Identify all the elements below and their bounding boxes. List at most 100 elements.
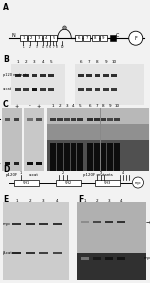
Text: 2: 2 <box>30 36 33 40</box>
Text: 10: 10 <box>114 104 120 108</box>
Bar <box>77 118 83 121</box>
Text: VH1: VH1 <box>23 181 30 185</box>
Bar <box>36 162 42 165</box>
Text: 8: 8 <box>55 45 57 49</box>
Bar <box>57 118 63 121</box>
Text: 8: 8 <box>96 60 99 64</box>
Bar <box>5 162 10 165</box>
Bar <box>27 118 33 121</box>
Bar <box>93 257 101 260</box>
Bar <box>94 179 120 186</box>
Text: 1: 1 <box>23 36 25 40</box>
Bar <box>94 143 100 171</box>
Bar <box>12 223 21 225</box>
Bar <box>107 118 113 121</box>
Bar <box>39 223 48 225</box>
Bar <box>24 108 44 171</box>
Bar <box>48 74 54 77</box>
Bar <box>23 74 29 77</box>
Circle shape <box>129 31 143 45</box>
Bar <box>32 88 37 91</box>
Bar <box>50 35 57 41</box>
Text: 4: 4 <box>42 60 44 64</box>
Text: +: + <box>14 104 19 109</box>
Bar <box>81 220 89 223</box>
Bar <box>23 88 29 91</box>
Bar <box>36 118 42 121</box>
Bar <box>12 252 21 254</box>
Text: 2: 2 <box>62 171 64 175</box>
Bar <box>47 108 148 171</box>
Bar <box>94 118 100 121</box>
Text: F: F <box>78 195 83 204</box>
Text: 3: 3 <box>99 171 102 175</box>
Bar <box>14 162 19 165</box>
Bar <box>117 257 125 260</box>
Text: 3: 3 <box>38 36 40 40</box>
Text: p120F mutants: p120F mutants <box>83 173 113 177</box>
Bar <box>15 88 21 91</box>
Text: 8: 8 <box>94 36 96 40</box>
Bar <box>56 179 81 186</box>
Text: 4: 4 <box>42 45 44 49</box>
Bar <box>86 88 92 91</box>
Bar <box>14 118 19 121</box>
Bar <box>81 257 89 260</box>
Bar <box>75 35 82 41</box>
Text: 4: 4 <box>45 36 48 40</box>
Text: 3: 3 <box>36 45 38 49</box>
Text: →: → <box>146 219 150 224</box>
Text: 7: 7 <box>95 104 98 108</box>
Bar <box>32 74 37 77</box>
Bar <box>40 74 46 77</box>
Circle shape <box>132 177 144 188</box>
Bar <box>75 64 144 105</box>
Text: 8: 8 <box>102 104 105 108</box>
Text: 9: 9 <box>104 60 107 64</box>
Text: 7: 7 <box>88 60 91 64</box>
Bar <box>71 143 76 171</box>
Text: 4: 4 <box>72 104 75 108</box>
Bar <box>87 118 93 121</box>
Text: 1: 1 <box>52 104 54 108</box>
Text: D: D <box>3 165 9 174</box>
Text: VH2: VH2 <box>65 181 72 185</box>
Text: 9: 9 <box>102 36 105 40</box>
Text: 10: 10 <box>111 60 117 64</box>
Text: 2: 2 <box>29 199 31 203</box>
Bar <box>76 253 146 280</box>
Text: 1: 1 <box>17 60 19 64</box>
Text: 2: 2 <box>59 104 61 108</box>
Bar <box>35 35 42 41</box>
Bar <box>111 88 117 91</box>
Circle shape <box>63 26 66 29</box>
Text: B: B <box>3 55 9 64</box>
Bar <box>2 108 22 171</box>
Text: 4: 4 <box>56 199 58 203</box>
Bar <box>93 220 101 223</box>
Text: p120 mutants: p120 mutants <box>3 73 28 77</box>
Bar <box>71 118 76 121</box>
Text: 2: 2 <box>95 199 98 203</box>
Bar <box>27 162 33 165</box>
Bar <box>101 143 106 171</box>
Bar <box>77 143 83 171</box>
Bar <box>100 35 107 41</box>
Text: 3: 3 <box>33 60 36 64</box>
Bar <box>14 179 39 186</box>
Bar <box>39 252 48 254</box>
Text: C: C <box>3 100 9 109</box>
Text: 7: 7 <box>52 45 54 49</box>
Text: 1: 1 <box>15 199 18 203</box>
Bar <box>86 74 92 77</box>
Bar <box>57 143 63 171</box>
Text: 4: 4 <box>120 199 122 203</box>
Bar <box>78 88 84 91</box>
Text: 5: 5 <box>46 45 47 49</box>
Text: β-cat: β-cat <box>3 251 13 255</box>
Text: 7: 7 <box>86 36 88 40</box>
Bar <box>64 143 70 171</box>
Text: 5: 5 <box>50 60 52 64</box>
Bar <box>50 143 56 171</box>
Text: 5: 5 <box>53 36 55 40</box>
